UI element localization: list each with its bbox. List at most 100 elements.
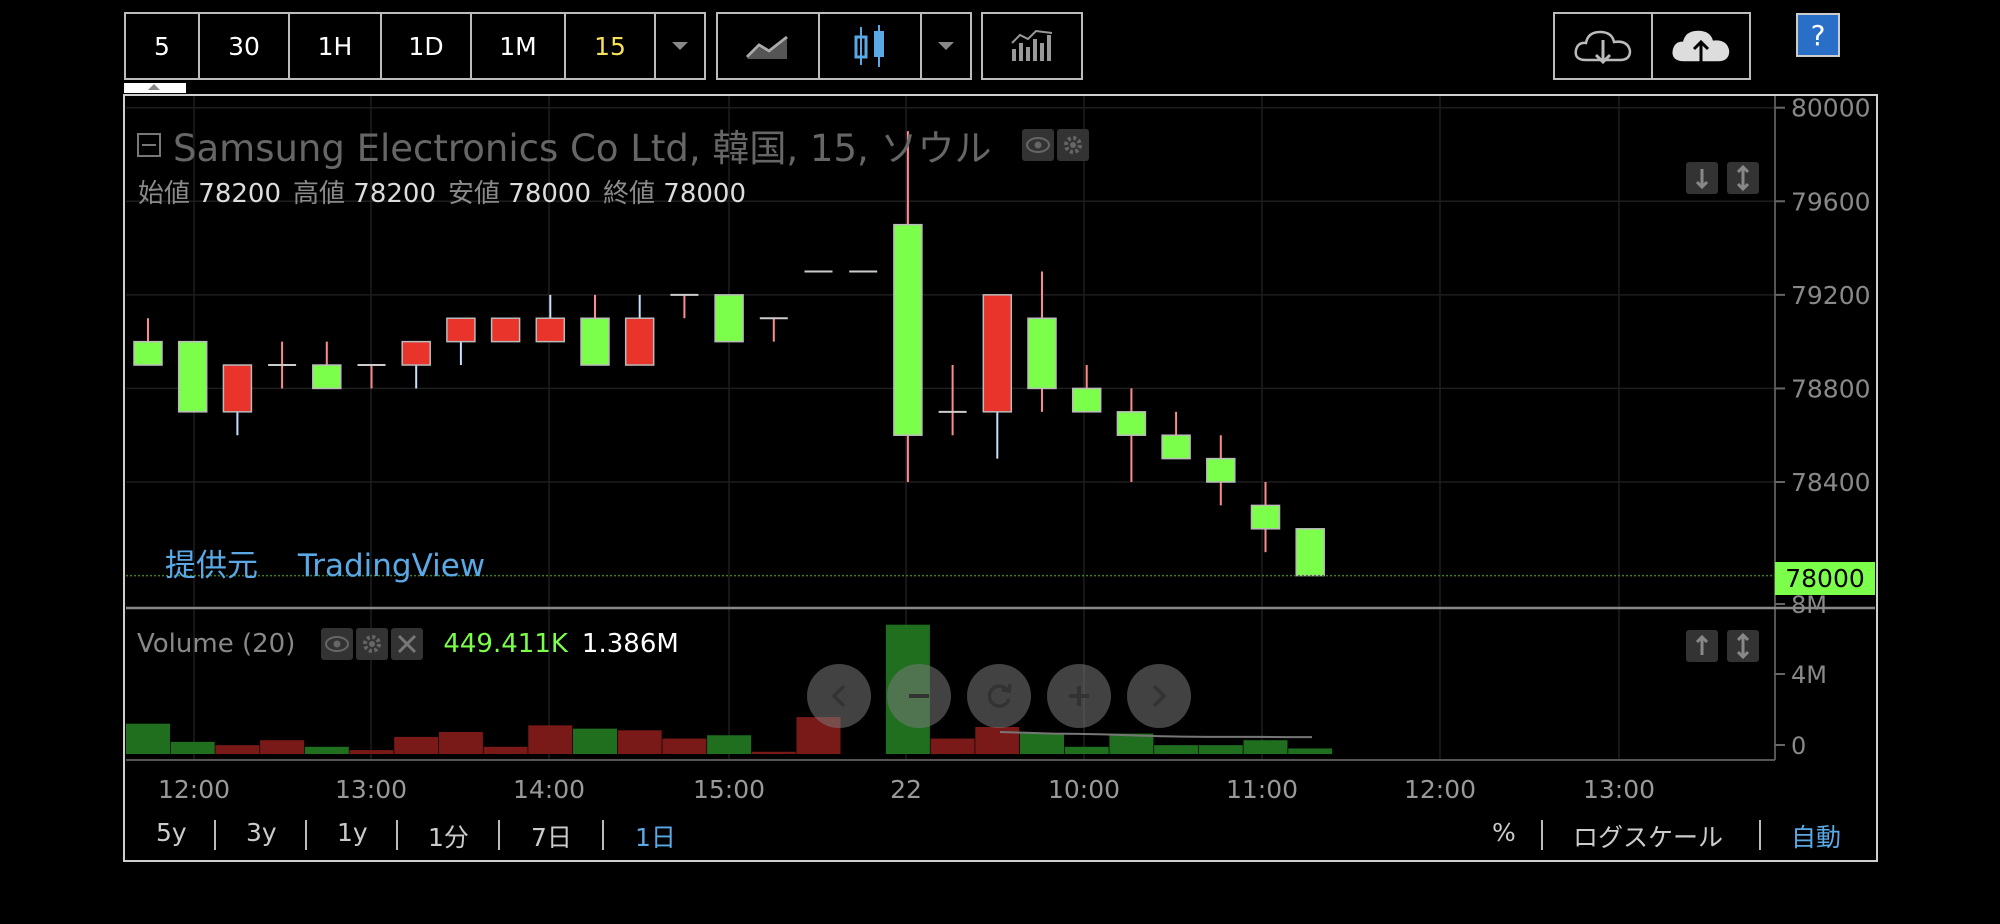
chevron-left-icon: [831, 684, 846, 708]
price-tick-label: 78400: [1791, 468, 1871, 497]
interval-button-5[interactable]: 5: [126, 14, 200, 78]
interval-button-30[interactable]: 30: [200, 14, 290, 78]
indicators-button[interactable]: [983, 14, 1081, 78]
period-3y[interactable]: 3y: [246, 818, 277, 847]
candle-body: [580, 317, 610, 366]
time-tick-label: 13:00: [1583, 775, 1655, 804]
volume-bar: [1109, 733, 1154, 754]
time-tick-label: 14:00: [513, 775, 585, 804]
watermark-prefix: 提供元: [165, 548, 258, 584]
period-1y[interactable]: 1y: [337, 818, 368, 847]
candle-body: [1027, 317, 1057, 390]
zoom-out-button[interactable]: [887, 664, 951, 728]
chart-style-dropdown[interactable]: [922, 14, 970, 78]
candle-body: [446, 317, 476, 343]
upload-button[interactable]: [1653, 14, 1749, 78]
log-scale-toggle[interactable]: ログスケール: [1573, 823, 1724, 852]
divider: [1759, 820, 1761, 850]
indicators-icon: [1011, 29, 1053, 61]
candle-body: [1116, 411, 1147, 436]
volume-bar: [930, 738, 975, 754]
candle-body: [893, 223, 923, 436]
ohlc-low: 安値 78000: [448, 179, 591, 209]
volume-bar: [751, 751, 796, 754]
indicator-toolbar: [981, 12, 1083, 80]
divider: [1541, 820, 1543, 850]
scroll-down-icon[interactable]: [1686, 162, 1718, 194]
time-tick-label: 10:00: [1048, 775, 1120, 804]
volume-ma-value: 1.386M: [581, 629, 679, 659]
collapse-legend-icon[interactable]: [137, 133, 161, 157]
chevron-right-icon: [1152, 684, 1167, 708]
auto-scale-toggle[interactable]: 自動: [1791, 823, 1842, 852]
volume-bar: [975, 727, 1020, 754]
volume-bar: [260, 740, 305, 754]
scroll-left-button[interactable]: [807, 664, 871, 728]
interval-button-1h[interactable]: 1H: [290, 14, 382, 78]
resize-vertical-icon[interactable]: [1727, 162, 1759, 194]
line-chart-button[interactable]: [718, 14, 820, 78]
interval-button-1m[interactable]: 1M: [472, 14, 566, 78]
volume-bar: [617, 730, 662, 754]
line-chart-icon: [745, 35, 788, 59]
minus-icon: [909, 694, 929, 698]
scroll-up-icon[interactable]: [1686, 630, 1718, 662]
period-1min[interactable]: 1分: [428, 823, 469, 852]
candle-body: [401, 340, 431, 366]
interval-button-15[interactable]: 15: [566, 14, 656, 78]
time-tick-label: 15:00: [693, 775, 765, 804]
time-tick-label: 12:00: [158, 775, 230, 804]
volume-bar: [438, 731, 483, 754]
divider: [396, 820, 398, 850]
last-price-label: 78000: [1775, 562, 1875, 595]
volume-bar: [573, 728, 617, 754]
ohlc-high: 高値 78200: [293, 179, 436, 209]
candlestick-button[interactable]: [820, 14, 922, 78]
cloud-upload-icon: [1672, 30, 1730, 64]
gear-icon[interactable]: [356, 628, 389, 660]
price-tick-label: 79200: [1791, 281, 1871, 310]
eye-icon[interactable]: [321, 628, 354, 660]
help-button[interactable]: ?: [1796, 13, 1840, 57]
interval-dropdown[interactable]: [656, 14, 704, 78]
volume-tick-label: 8M: [1791, 591, 1827, 619]
volume-bar: [1020, 733, 1064, 754]
volume-bar: [707, 735, 752, 754]
period-7d[interactable]: 7日: [531, 823, 572, 852]
eye-icon[interactable]: [1021, 129, 1054, 161]
candle-body: [982, 294, 1013, 413]
download-button[interactable]: [1555, 14, 1653, 78]
interval-toolbar: 5 30 1H 1D 1M 15: [124, 12, 706, 80]
volume-bar: [1154, 745, 1199, 754]
candle-body: [1071, 387, 1102, 413]
volume-bar: [662, 738, 707, 754]
close-icon[interactable]: [391, 628, 424, 660]
interval-button-1d[interactable]: 1D: [382, 14, 472, 78]
candle-body: [1295, 528, 1325, 577]
watermark-brand[interactable]: TradingView: [297, 548, 486, 584]
volume-tick-label: 4M: [1791, 661, 1827, 689]
volume-ma-line: [999, 730, 1313, 739]
gear-icon[interactable]: [1056, 129, 1089, 161]
candle-body: [535, 317, 566, 343]
zoom-in-button[interactable]: [1047, 664, 1111, 728]
time-tick-label: 22: [890, 775, 922, 804]
price-tick-label: 79600: [1791, 187, 1871, 216]
reset-button[interactable]: [967, 664, 1031, 728]
period-5y[interactable]: 5y: [156, 818, 187, 847]
candle-body: [133, 340, 163, 366]
resize-vertical-icon[interactable]: [1727, 630, 1759, 662]
chart-legend: Samsung Electronics Co Ltd, 韓国, 15, ソウル: [137, 118, 1089, 172]
candle-body: [1250, 504, 1281, 530]
ohlc-values: 始値 78200 高値 78200 安値 78000 終値 78000: [138, 173, 746, 210]
volume-legend: Volume (20) 449.411K 1.386M: [137, 628, 679, 660]
scroll-right-button[interactable]: [1127, 664, 1191, 728]
percent-scale-toggle[interactable]: %: [1492, 818, 1516, 847]
candle-body: [1206, 457, 1236, 483]
candle-body: [624, 317, 655, 366]
candle-body: [714, 294, 744, 343]
range-slider-indicator[interactable]: [124, 83, 186, 93]
period-1d[interactable]: 1日: [635, 823, 676, 852]
volume-bar: [1243, 740, 1288, 754]
